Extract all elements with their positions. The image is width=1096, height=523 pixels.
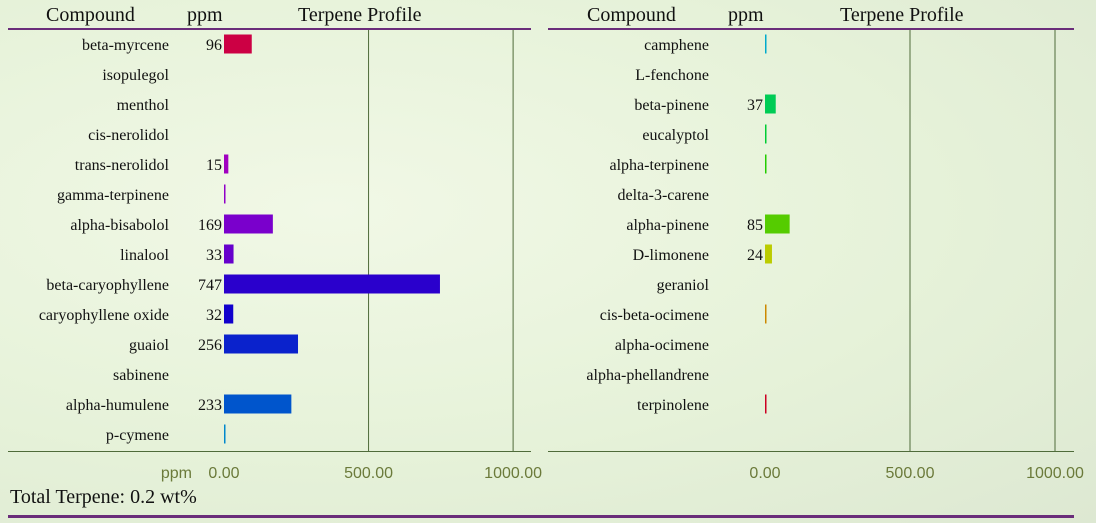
left-category-label: menthol — [117, 97, 170, 114]
left-axis-unit-label: ppm — [161, 465, 192, 482]
right-category-label: D-limonene — [633, 247, 709, 264]
right-bar-alpha-terpinene — [765, 154, 767, 174]
right-value-label: 24 — [747, 247, 763, 264]
left-category-label: gamma-terpinene — [57, 187, 169, 204]
right-category-label: alpha-phellandrene — [586, 367, 709, 384]
right-tick-label: 0.00 — [749, 465, 780, 482]
right-category-label: alpha-pinene — [626, 217, 709, 234]
left-header-compound: Compound — [46, 4, 135, 26]
right-bar-beta-pinene — [765, 94, 776, 114]
right-category-label: eucalyptol — [642, 127, 709, 144]
right-bar-D-limonene — [765, 244, 772, 264]
left-tick-label: 0.00 — [208, 465, 239, 482]
left-bar-alpha-humulene — [224, 394, 292, 414]
left-category-label: alpha-bisabolol — [70, 217, 169, 234]
bottom-rule — [8, 515, 1074, 518]
left-value-label: 32 — [206, 307, 222, 324]
left-bar-linalool — [224, 244, 234, 264]
right-bar-cis-beta-ocimene — [765, 304, 767, 324]
left-bar-beta-myrcene — [224, 34, 252, 54]
left-header-rule — [8, 28, 531, 30]
left-category-label: p-cymene — [106, 427, 169, 444]
right-category-label: terpinolene — [637, 397, 709, 414]
right-category-label: alpha-terpinene — [610, 157, 710, 174]
left-category-label: isopulegol — [102, 67, 169, 84]
left-value-label: 33 — [206, 247, 222, 264]
left-value-label: 233 — [198, 397, 222, 414]
left-value-label: 96 — [206, 37, 222, 54]
left-tick-label: 1000.00 — [484, 465, 542, 482]
left-value-label: 256 — [198, 337, 222, 354]
right-bar-camphene — [765, 34, 767, 54]
total-terpene-label: Total Terpene: 0.2 wt% — [10, 486, 197, 508]
left-category-label: alpha-humulene — [66, 397, 169, 414]
right-header-title: Terpene Profile — [840, 4, 964, 26]
left-category-label: beta-myrcene — [82, 37, 169, 54]
left-bar-caryophyllene oxide — [224, 304, 234, 324]
left-header-ppm: ppm — [187, 4, 223, 26]
right-category-label: geraniol — [657, 277, 710, 294]
right-header-compound: Compound — [587, 4, 676, 26]
left-bar-beta-caryophyllene — [224, 274, 440, 294]
left-value-label: 15 — [206, 157, 222, 174]
right-bar-terpinolene — [765, 394, 767, 414]
right-header-ppm: ppm — [728, 4, 764, 26]
right-category-label: alpha-ocimene — [615, 337, 709, 354]
left-axis-baseline — [8, 451, 531, 452]
right-category-label: delta-3-carene — [618, 187, 709, 204]
left-category-label: trans-nerolidol — [75, 157, 170, 174]
right-value-label: 85 — [747, 217, 763, 234]
left-bar-p-cymene — [224, 424, 226, 444]
left-category-label: guaiol — [129, 337, 170, 354]
right-category-label: L-fenchone — [635, 67, 709, 84]
left-category-label: cis-nerolidol — [88, 127, 169, 144]
right-category-label: beta-pinene — [634, 97, 709, 114]
right-bar-eucalyptol — [765, 124, 767, 144]
left-bar-alpha-bisabolol — [224, 214, 273, 234]
left-bar-trans-nerolidol — [224, 154, 229, 174]
right-bar-alpha-pinene — [765, 214, 790, 234]
left-category-label: sabinene — [113, 367, 169, 384]
left-bar-gamma-terpinene — [224, 184, 226, 204]
left-value-label: 169 — [198, 217, 222, 234]
right-category-label: camphene — [644, 37, 709, 54]
right-axis-baseline — [548, 451, 1074, 452]
left-category-label: linalool — [120, 247, 169, 264]
left-category-label: beta-caryophyllene — [46, 277, 169, 294]
left-category-label: caryophyllene oxide — [39, 307, 169, 324]
right-value-label: 37 — [747, 97, 763, 114]
left-bar-guaiol — [224, 334, 299, 354]
right-tick-label: 500.00 — [886, 465, 935, 482]
right-header-rule — [548, 28, 1074, 30]
right-category-label: cis-beta-ocimene — [600, 307, 709, 324]
right-tick-label: 1000.00 — [1026, 465, 1084, 482]
left-header-title: Terpene Profile — [298, 4, 422, 26]
left-tick-label: 500.00 — [344, 465, 393, 482]
left-value-label: 747 — [198, 277, 222, 294]
